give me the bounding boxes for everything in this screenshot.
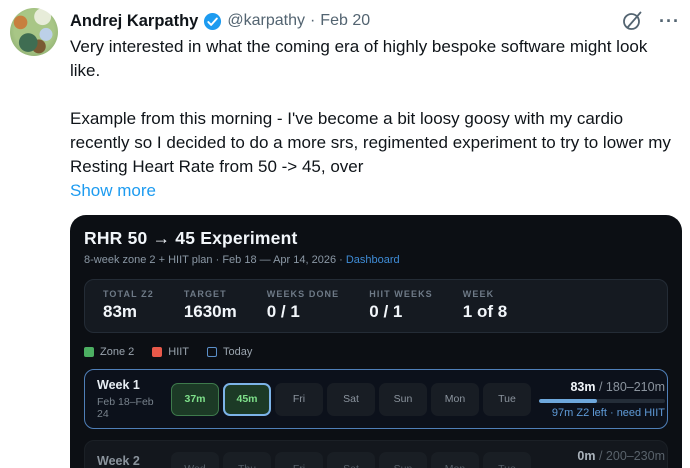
- tweet-paragraph-1: Very interested in what the coming era o…: [70, 37, 648, 80]
- stat-week: WEEK 1 of 8: [463, 289, 507, 322]
- stat-label: WEEKS DONE: [266, 289, 340, 299]
- author-name[interactable]: Andrej Karpathy: [70, 11, 199, 30]
- stat-value: 0 / 1: [266, 302, 300, 321]
- progress-bar: [539, 398, 665, 403]
- legend: Zone 2 HIIT Today: [84, 346, 668, 358]
- week-totals: 83m / 180–210m: [539, 380, 665, 394]
- grok-icon[interactable]: [621, 10, 643, 32]
- day-cell-fri[interactable]: Fri: [275, 452, 323, 468]
- subtitle-sep: ·: [339, 254, 343, 266]
- week-name: Week 1: [97, 378, 140, 392]
- show-more-link[interactable]: Show more: [70, 181, 156, 200]
- week-range: / 200–230m: [595, 449, 665, 463]
- stat-label: TARGET: [183, 289, 227, 299]
- avatar[interactable]: [10, 8, 58, 56]
- tweet-header: Andrej Karpathy @karpathy · Feb 20 ···: [70, 8, 680, 32]
- week-total: 83m: [570, 379, 596, 394]
- stat-weeks-done: WEEKS DONE 0 / 1: [267, 289, 340, 322]
- tweet-text: Very interested in what the coming era o…: [70, 35, 680, 203]
- stat-label: WEEK: [462, 289, 495, 299]
- stat-target: TARGET 1630m: [184, 289, 237, 322]
- stat-label: TOTAL Z2: [103, 289, 154, 299]
- subtitle-plan: 8-week zone 2 + HIIT plan: [84, 254, 213, 266]
- today-swatch-icon: [207, 347, 218, 357]
- avatar-column: [10, 8, 58, 468]
- day-cell-thu-today[interactable]: 45m: [223, 382, 271, 416]
- header-actions: ···: [621, 10, 680, 32]
- legend-label: Zone 2: [100, 346, 135, 358]
- day-cell-sat[interactable]: Sat: [327, 382, 375, 416]
- legend-item-zone2: Zone 2: [84, 346, 134, 358]
- day-cells: 37m 45m Fri Sat Sun Mon Tue: [171, 382, 531, 416]
- day-cell-sun[interactable]: Sun: [379, 382, 427, 416]
- day-cell-mon[interactable]: Mon: [431, 382, 479, 416]
- stat-label: HIIT WEEKS: [369, 289, 433, 299]
- day-cell-wed[interactable]: Wed: [171, 452, 219, 468]
- day-cell-sun[interactable]: Sun: [379, 452, 427, 468]
- week-total: 0m: [577, 449, 596, 463]
- week-dates: Feb 18–Feb 24: [97, 396, 154, 420]
- day-cell-wed[interactable]: 37m: [171, 382, 219, 416]
- week-progress-summary: 0m / 200–230m upcoming: [539, 449, 665, 468]
- stat-hiit-weeks: HIIT WEEKS 0 / 1: [369, 289, 433, 322]
- week-note: 97m Z2 left · need HIIT: [551, 406, 665, 419]
- tweet-content: Andrej Karpathy @karpathy · Feb 20 ···: [70, 8, 682, 468]
- verified-icon: [203, 12, 222, 31]
- week-row-1[interactable]: Week 1 Feb 18–Feb 24 37m 45m Fri Sat Sun…: [84, 369, 668, 429]
- legend-item-today: Today: [207, 346, 252, 358]
- day-cell-sat[interactable]: Sat: [327, 452, 375, 468]
- stats-panel: TOTAL Z2 83m TARGET 1630m WEEKS DONE 0 /…: [84, 279, 668, 333]
- dashboard-subtitle: 8-week zone 2 + HIIT plan · Feb 18 — Apr…: [84, 254, 668, 266]
- day-cell-thu[interactable]: Thu: [223, 452, 271, 468]
- hiit-swatch-icon: [152, 347, 163, 357]
- zone2-swatch-icon: [84, 347, 94, 357]
- stat-value: 1630m: [183, 302, 237, 321]
- header-separator: ·: [309, 12, 316, 29]
- day-cell-fri[interactable]: Fri: [275, 382, 323, 416]
- tweet-paragraph-2: Example from this morning - I've become …: [70, 109, 671, 176]
- day-cell-tue[interactable]: Tue: [483, 452, 531, 468]
- more-options-button[interactable]: ···: [659, 10, 680, 31]
- legend-label: Today: [223, 346, 253, 358]
- embedded-dashboard-card[interactable]: RHR 50 → 45 Experiment 8-week zone 2 + H…: [70, 215, 682, 468]
- week-totals: 0m / 200–230m: [539, 449, 665, 463]
- day-cell-tue[interactable]: Tue: [483, 382, 531, 416]
- legend-item-hiit: HIIT: [152, 346, 189, 358]
- stat-value: 83m: [103, 302, 138, 321]
- week-range: / 180–210m: [595, 379, 665, 394]
- subtitle-dates: Feb 18 — Apr 14, 2026: [222, 254, 337, 266]
- stat-value: 0 / 1: [369, 302, 403, 321]
- week-label: Week 2 Feb 25–Mar 3: [97, 454, 163, 468]
- progress-fill: [539, 398, 597, 403]
- week-progress-summary: 83m / 180–210m 97m Z2 left · need HIIT: [539, 380, 665, 419]
- tweet-date[interactable]: Feb 20: [320, 12, 371, 29]
- stat-total-z2: TOTAL Z2 83m: [103, 289, 154, 322]
- week-label: Week 1 Feb 18–Feb 24: [97, 378, 163, 420]
- legend-label: HIIT: [168, 346, 190, 358]
- dashboard-link[interactable]: Dashboard: [345, 254, 400, 266]
- day-cells: Wed Thu Fri Sat Sun Mon Tue: [171, 452, 531, 468]
- day-cell-mon[interactable]: Mon: [431, 452, 479, 468]
- subtitle-sep: ·: [215, 254, 220, 266]
- week-row-2[interactable]: Week 2 Feb 25–Mar 3 Wed Thu Fri Sat Sun …: [84, 440, 668, 468]
- week-name: Week 2: [97, 453, 140, 468]
- author-handle[interactable]: @karpathy: [227, 12, 305, 29]
- stat-value: 1 of 8: [462, 302, 508, 321]
- dashboard-title: RHR 50 → 45 Experiment: [84, 228, 298, 248]
